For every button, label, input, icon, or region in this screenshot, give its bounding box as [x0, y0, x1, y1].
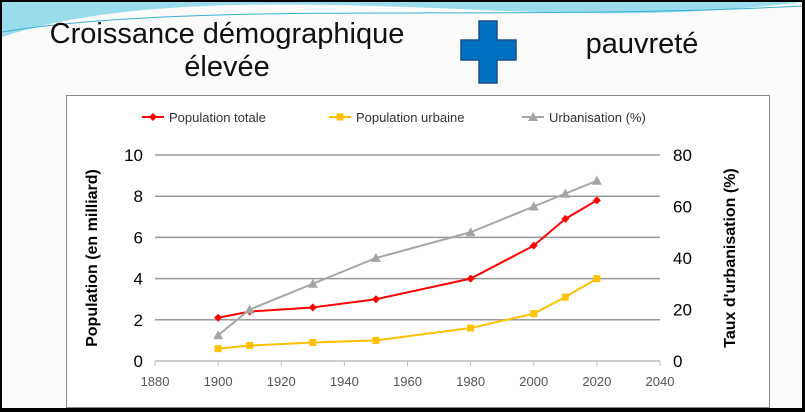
data-point: [214, 345, 222, 353]
x-tick-label: 1920: [267, 374, 296, 389]
data-point: [308, 303, 317, 312]
data-point: [244, 304, 255, 314]
data-point: [560, 188, 571, 198]
data-point: [213, 330, 224, 340]
y-tick-label: 10: [124, 146, 143, 165]
y-tick-label: 8: [134, 187, 143, 206]
x-tick-label: 1880: [141, 374, 170, 389]
y2-tick-label: 80: [673, 146, 692, 165]
plus-icon: [460, 20, 517, 84]
data-point: [592, 196, 601, 205]
data-point: [561, 293, 569, 301]
data-point: [214, 313, 223, 322]
legend-label: Population urbaine: [356, 110, 464, 125]
y-tick-label: 4: [134, 270, 143, 289]
y2-tick-label: 40: [673, 249, 692, 268]
y-tick-label: 6: [134, 228, 143, 247]
x-tick-label: 2000: [519, 374, 548, 389]
chart-container: 0 2 4 6 8 10 0 20 40 60 80 1880 1900 1920 1940 1960 1980…: [66, 95, 770, 408]
y-tick-label: 2: [134, 311, 143, 330]
data-point: [372, 336, 380, 344]
data-point: [466, 274, 475, 283]
y-axis-label: Population (en milliard): [84, 169, 101, 347]
data-point: [246, 342, 254, 350]
title-line2: élevée: [184, 51, 270, 83]
data-point: [530, 310, 538, 318]
y2-axis-label: Taux d'urbanisation (%): [722, 168, 739, 348]
y2-tick-label: 0: [673, 352, 682, 371]
legend-marker: [149, 113, 157, 121]
data-point: [371, 295, 380, 304]
data-point: [528, 201, 539, 211]
y2-tick-label: 20: [673, 301, 692, 320]
series-line-2: [217, 179, 598, 337]
decorative-wave: [2, 2, 802, 37]
data-point: [529, 241, 538, 250]
data-point: [591, 175, 602, 185]
title-left: Croissance démographique élevée: [32, 18, 422, 84]
x-tick-label: 2040: [646, 374, 675, 389]
x-tick-label: 1960: [393, 374, 422, 389]
y2-tick-label: 60: [673, 198, 692, 217]
title-line1: Croissance démographique: [49, 18, 405, 50]
x-tick-label: 1900: [204, 374, 233, 389]
title-right: pauvreté: [585, 28, 699, 60]
data-point: [309, 338, 317, 346]
data-point: [467, 324, 475, 332]
data-point: [561, 214, 570, 223]
legend-label: Population totale: [169, 110, 266, 125]
series-line-1: [218, 277, 598, 350]
data-point: [307, 278, 318, 288]
data-point: [370, 253, 381, 262]
y-tick-label: 0: [134, 352, 143, 371]
x-tick-label: 1940: [330, 374, 359, 389]
series-line-0: [217, 199, 598, 319]
data-point: [593, 275, 601, 283]
legend-marker: [336, 113, 344, 121]
x-tick-label: 1980: [456, 374, 485, 389]
legend-marker: [528, 112, 538, 121]
legend-label: Urbanisation (%): [549, 110, 646, 125]
x-tick-label: 2020: [582, 374, 611, 389]
data-point: [465, 227, 476, 237]
